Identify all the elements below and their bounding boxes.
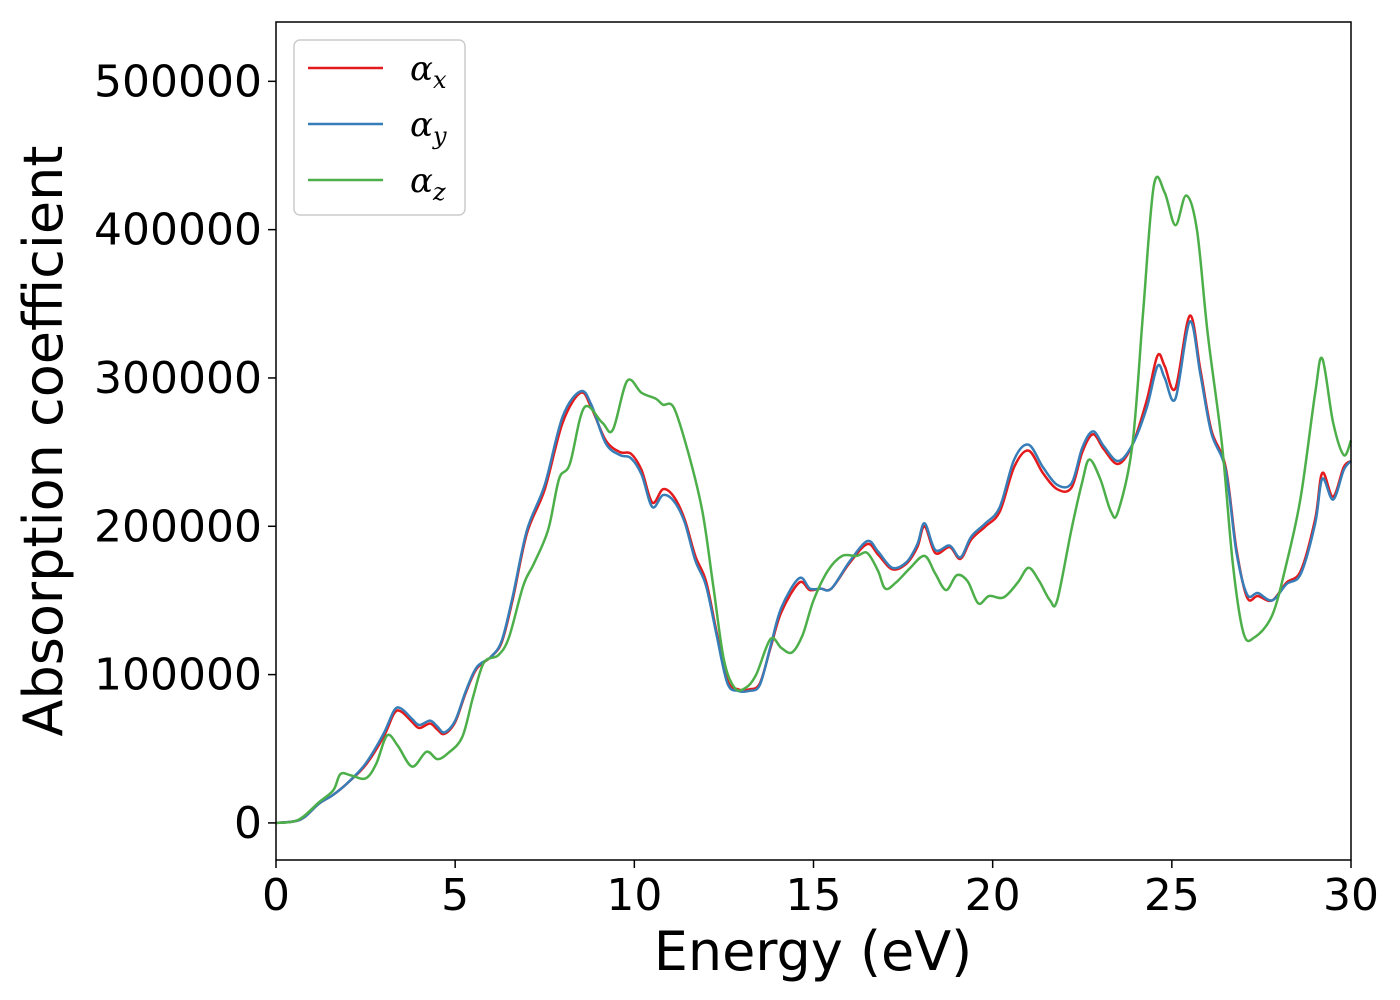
x-tick-label: 0: [262, 870, 290, 921]
x-tick-label: 15: [786, 870, 842, 921]
y-tick-label: 200000: [94, 501, 262, 552]
x-tick-label: 20: [965, 870, 1021, 921]
y-tick-label: 100000: [94, 650, 262, 701]
y-axis-title: Absorption coefficient: [12, 146, 75, 737]
y-tick-label: 500000: [94, 56, 262, 107]
x-tick-label: 5: [441, 870, 469, 921]
y-tick-label: 0: [234, 798, 262, 849]
y-tick-label: 300000: [94, 353, 262, 404]
x-axis-title: Energy (eV): [654, 920, 973, 983]
y-axis: 0 100000 200000 300000 400000 500000: [94, 56, 276, 849]
x-axis: 0 5 10 15 20 25 30: [262, 860, 1379, 921]
x-tick-label: 25: [1144, 870, 1200, 921]
y-tick-label: 400000: [94, 205, 262, 256]
x-tick-label: 10: [606, 870, 662, 921]
x-tick-label: 30: [1323, 870, 1379, 921]
